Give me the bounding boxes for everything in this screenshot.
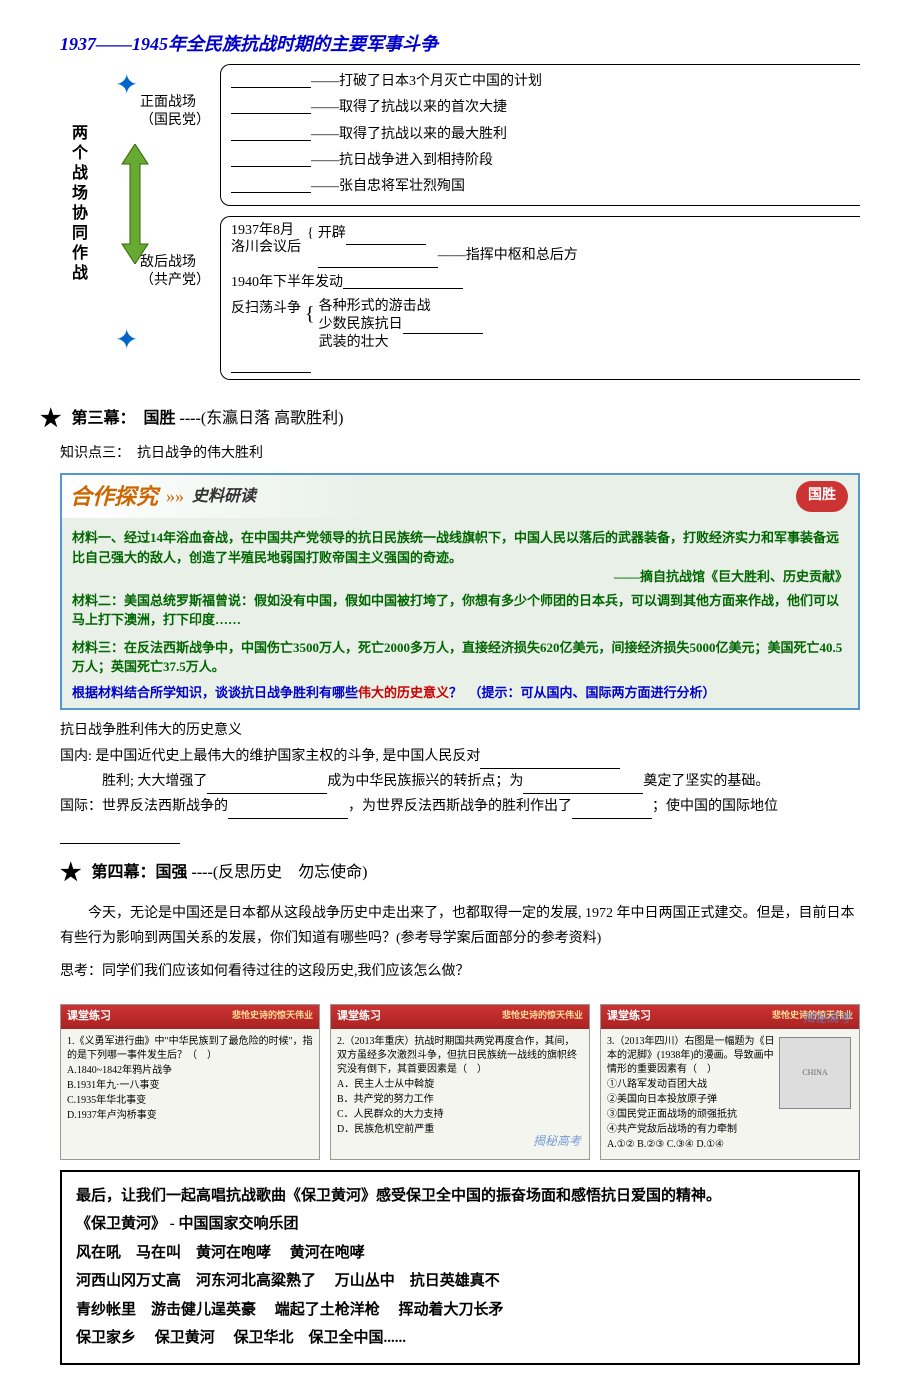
front-battlefield-label: 正面战场（国民党） (140, 94, 220, 130)
lyrics-line: 河西山冈万丈高 河东河北高粱熟了 万山丛中 抗日英雄真不 (76, 1267, 844, 1296)
victory-badge: 国胜 (796, 481, 848, 511)
coop-title: 合作探究 (70, 479, 158, 514)
card2-option: B．共产党的努力工作 (337, 1093, 583, 1107)
front-item: ——张自忠将军壮烈殉国 (231, 174, 860, 200)
watermark: 揭秘高考 (803, 1009, 851, 1028)
diagram-title: 1937——1945年全民族抗战时期的主要军事斗争 (60, 30, 900, 59)
meaning-line2: 胜利; 大大增强了成为中华民族振兴的转折点；为奠定了坚实的基础。 (60, 769, 860, 794)
card2-option: C．人民群众的大力支持 (337, 1108, 583, 1122)
rear-item: 反扫荡斗争 { 各种形式的游击战 少数民族抗日 武装的壮大 (231, 296, 860, 355)
coop-subtitle: 史料研读 (192, 484, 256, 510)
card1-option: C.1935年华北事变 (67, 1094, 313, 1108)
card1-option: B.1931年九·一八事变 (67, 1079, 313, 1093)
front-item: ——取得了抗战以来的最大胜利 (231, 122, 860, 148)
meaning-title: 抗日战争胜利伟大的历史意义 (60, 718, 860, 743)
practice-card-1: 课堂练习悲怆史诗的惊天伟业 1.《义勇军进行曲》中"中华民族到了最危险的时候"，… (60, 1004, 320, 1160)
front-item: ——打破了日本3个月灭亡中国的计划 (231, 69, 860, 95)
lyrics-box: 最后，让我们一起高唱抗战歌曲《保卫黄河》感受保卫全中国的振奋场面和感悟抗日爱国的… (60, 1170, 860, 1365)
card2-question: 2.（2013年重庆）抗战时期国共两党再度合作，其间，双方虽经多次激烈斗争，但抗… (337, 1035, 583, 1077)
card1-option: A.1840~1842年鸦片战争 (67, 1064, 313, 1078)
lyrics-line: 保卫家乡 保卫黄河 保卫华北 保卫全中国...... (76, 1324, 844, 1353)
act3-title: ★ 第三幕： 国胜 ----(东瀛日落 高歌胜利) (40, 400, 900, 438)
star-top-icon: ✦ (115, 64, 138, 109)
act4-title: ★ 第四幕：国强 ----(反思历史 勿忘使命) (60, 854, 900, 892)
military-diagram: 两个战场协同作战 ✦ 正面战场（国民党） 敌后战场（共产党） ✦ ——打破了日本… (60, 64, 860, 381)
card-header: 课堂练习悲怆史诗的惊天伟业 (331, 1005, 589, 1029)
meaning-line3: 国际：世界反法西斯战争的，为世界反法西斯战争的胜利作出了；使中国的国际地位 (60, 794, 860, 844)
lyrics-line: 最后，让我们一起高唱抗战歌曲《保卫黄河》感受保卫全中国的振奋场面和感悟抗日爱国的… (76, 1182, 844, 1211)
rear-item (231, 354, 860, 375)
cooperation-inquiry-box: 合作探究 »» 史料研读 国胜 材料一、经过14年浴血奋战，在中国共产党领导的抗… (60, 473, 860, 710)
lyrics-line: 风在吼 马在叫 黄河在咆哮 黄河在咆哮 (76, 1239, 844, 1268)
front-item: ——取得了抗战以来的首次大捷 (231, 95, 860, 121)
left-vertical-label: 两个战场协同作战 (60, 64, 90, 284)
rear-item: 1937年8月洛川会议后 { 开辟——指挥中枢和总后方 (231, 221, 860, 270)
question-prompt: 根据材料结合所学知识，谈谈抗日战争胜利有哪些伟大的历史意义？ （提示：可从国内、… (72, 683, 848, 703)
card3-option: ③国民党正面战场的顽强抵抗 (607, 1108, 853, 1122)
meaning-section: 抗日战争胜利伟大的历史意义 国内: 是中国近代史上最伟大的维护国家主权的斗争, … (60, 718, 860, 844)
card1-question: 1.《义勇军进行曲》中"中华民族到了最危险的时候"，指的是下列哪一事件发生后？（… (67, 1035, 313, 1063)
practice-cards-row: 课堂练习悲怆史诗的惊天伟业 1.《义勇军进行曲》中"中华民族到了最危险的时候"，… (60, 1004, 860, 1160)
material-3: 材料三：在反法西斯战争中，中国伤亡3500万人，死亡2000多万人，直接经济损失… (72, 638, 848, 677)
card-header: 课堂练习悲怆史诗的惊天伟业 (61, 1005, 319, 1029)
act4-paragraph2: 思考：同学们我们应该如何看待过往的这段历史,我们应该怎么做？ (60, 959, 860, 984)
card2-option: A．民主人士从中斡旋 (337, 1078, 583, 1092)
card3-option: ④共产党敌后战场的有力牵制 (607, 1123, 853, 1137)
meaning-line1: 国内: 是中国近代史上最伟大的维护国家主权的斗争, 是中国人民反对 (60, 744, 860, 769)
practice-card-3: 课堂练习悲怆史诗的惊天伟业 CHINA 3.（2013年四川）右图是一幅题为《日… (600, 1004, 860, 1160)
front-item: ——抗日战争进入到相持阶段 (231, 148, 860, 174)
lyrics-line: 青纱帐里 游击健儿逞英豪 端起了土枪洋枪 挥动着大刀长矛 (76, 1296, 844, 1325)
watermark: 揭秘高考 (533, 1132, 581, 1151)
rear-item: 1940年下半年发动 (231, 270, 860, 296)
star-bottom-icon: ✦ (115, 319, 138, 364)
material-2: 材料二：美国总统罗斯福曾说：假如没有中国，假如中国被打垮了，你想有多少个师团的日… (72, 591, 848, 630)
cartoon-image: CHINA (779, 1037, 851, 1109)
knowledge-point-3: 知识点三： 抗日战争的伟大胜利 (60, 443, 900, 465)
star-icon: ★ (40, 406, 62, 432)
arrows-icon: »» (166, 482, 184, 511)
rear-battlefield-label: 敌后战场（共产党） (140, 254, 220, 290)
star-icon: ★ (60, 860, 82, 886)
coop-header: 合作探究 »» 史料研读 国胜 (62, 475, 858, 518)
act4-paragraph1: 今天，无论是中国还是日本都从这段战争历史中走出来了，也都取得一定的发展, 197… (60, 901, 860, 951)
lyrics-line: 《保卫黄河》 - 中国国家交响乐团 (76, 1210, 844, 1239)
card3-answers: A.①② B.②③ C.③④ D.①④ (607, 1138, 853, 1152)
updown-arrow-icon (120, 144, 150, 264)
card1-option: D.1937年卢沟桥事变 (67, 1109, 313, 1123)
practice-card-2: 课堂练习悲怆史诗的惊天伟业 2.（2013年重庆）抗战时期国共两党再度合作，其间… (330, 1004, 590, 1160)
material-1: 材料一、经过14年浴血奋战，在中国共产党领导的抗日民族统一战线旗帜下，中国人民以… (72, 528, 848, 567)
material-1-source: ——摘自抗战馆《巨大胜利、历史贡献》 (72, 567, 848, 587)
